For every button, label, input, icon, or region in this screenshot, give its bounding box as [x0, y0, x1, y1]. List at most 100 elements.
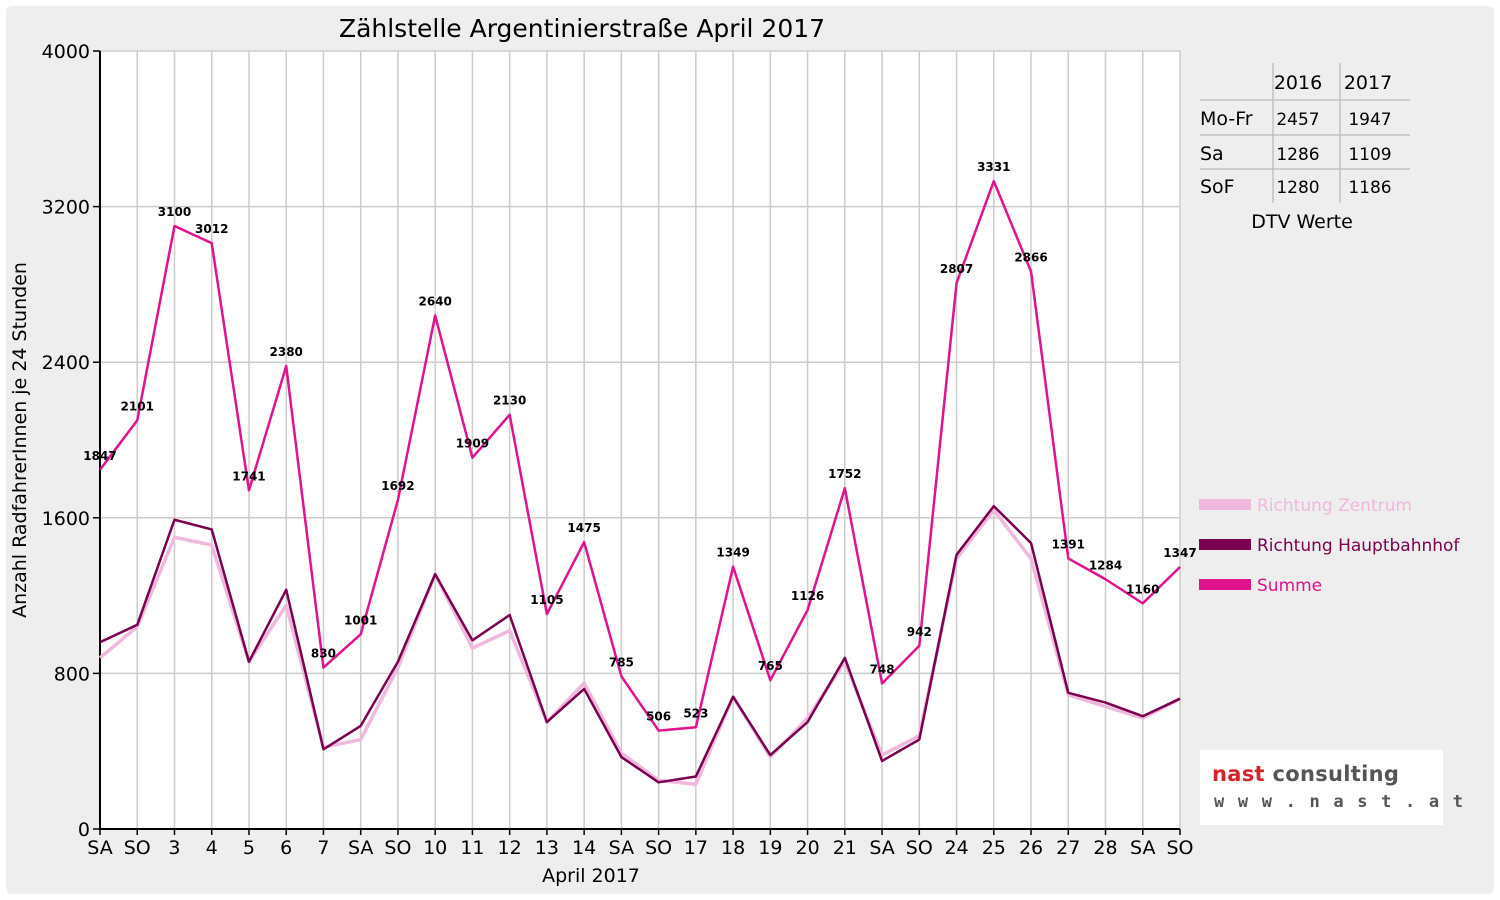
legend-swatch: [1199, 579, 1251, 590]
data-label: 1284: [1089, 558, 1122, 572]
x-tick-label: 4: [206, 837, 218, 859]
data-label: 1001: [344, 613, 377, 627]
data-label: 1741: [232, 469, 265, 483]
x-tick-label: 28: [1093, 837, 1117, 859]
x-tick-label: 21: [833, 837, 857, 859]
data-labels: 1847 2101 3100 3012 1741 2380 830 1001 1692 2640 1…: [83, 160, 1196, 723]
x-tick-label: SO: [645, 837, 672, 859]
x-tick-label: 13: [535, 837, 559, 859]
data-label: 2640: [418, 295, 451, 309]
y-axis-label: Anzahl RadfahrerInnen je 24 Stunden: [9, 262, 31, 618]
data-label: 1847: [83, 449, 116, 463]
legend-swatch: [1199, 539, 1251, 550]
x-tick-label: SO: [1166, 837, 1193, 859]
data-label: 1475: [567, 521, 600, 535]
legend-swatch: [1199, 499, 1251, 510]
data-label: 1347: [1163, 546, 1196, 560]
y-tick-labels: 0 800 1600 2400 3200 4000: [42, 41, 90, 841]
series-line-hauptbahnhof: [99, 504, 1181, 784]
plot-area: [100, 51, 1180, 829]
legend-label: Richtung Zentrum: [1257, 496, 1412, 516]
x-tick-labels: SA SO 3 4 5 6 7 SA SO 10 11 12 13 14 SA SO 17 18 19 20 21 SA S…: [87, 837, 1193, 859]
data-label: 2380: [270, 345, 303, 359]
x-tick-label: 26: [1019, 837, 1043, 859]
data-label: 1909: [456, 437, 489, 451]
data-label: 1105: [530, 593, 563, 607]
table-cell: 1186: [1348, 178, 1391, 198]
x-tick-label: SA: [609, 837, 634, 859]
x-tick-label: SO: [384, 837, 411, 859]
logo-brand: nast: [1212, 762, 1265, 786]
x-tick-label: 11: [460, 837, 484, 859]
x-tick-label: SA: [348, 837, 373, 859]
legend-label: Richtung Hauptbahnhof: [1257, 536, 1460, 556]
x-tick-label: SO: [906, 837, 933, 859]
x-tick-label: 10: [423, 837, 447, 859]
logo-wordmark: nast consulting: [1212, 762, 1399, 786]
y-tick-label: 0: [78, 819, 90, 841]
x-tick-label: 20: [795, 837, 819, 859]
data-label: 785: [609, 655, 634, 669]
data-label: 765: [758, 659, 783, 673]
table-cell: 1280: [1276, 178, 1319, 198]
data-label: 1692: [381, 479, 414, 493]
logo-word: consulting: [1272, 762, 1400, 786]
x-tick-label: 17: [684, 837, 708, 859]
data-label: 3100: [158, 205, 191, 219]
data-label: 1349: [716, 546, 749, 560]
table-header: 2016: [1274, 72, 1322, 94]
legend: Richtung Zentrum Richtung Hauptbahnhof Sum…: [1199, 496, 1460, 596]
x-tick-label: 19: [758, 837, 782, 859]
axes: [93, 50, 1181, 835]
dtv-table: 2016 2017 Mo-Fr 2457 1947 Sa 1286 1109 SoF 1280 11…: [1200, 63, 1410, 233]
data-label: 1752: [828, 467, 861, 481]
table-caption: DTV Werte: [1251, 211, 1353, 233]
data-label: 748: [870, 663, 895, 677]
x-tick-label: 3: [168, 837, 180, 859]
logo-url: w w w . n a s t . a t: [1214, 792, 1465, 812]
x-tick-label: SA: [87, 837, 112, 859]
table-row-label: SoF: [1200, 176, 1235, 198]
x-tick-label: 12: [498, 837, 522, 859]
table-cell: 2457: [1276, 110, 1319, 130]
table-row-label: Sa: [1200, 143, 1224, 165]
data-label: 830: [311, 647, 336, 661]
table-header: 2017: [1344, 72, 1392, 94]
table-cell: 1947: [1348, 110, 1391, 130]
legend-label: Summe: [1257, 576, 1322, 596]
series-line-summe: [99, 179, 1181, 732]
y-tick-label: 1600: [42, 508, 90, 530]
chart-title: Zählstelle Argentinierstraße April 2017: [339, 14, 825, 43]
series-line-zentrum: [98, 508, 1181, 787]
nast-consulting-logo: nast consulting w w w . n a s t . a t: [1200, 750, 1463, 825]
data-label: 506: [646, 710, 671, 724]
data-label: 3012: [195, 222, 228, 236]
data-label: 2807: [940, 262, 973, 276]
x-tick-label: SO: [124, 837, 151, 859]
x-tick-label: 14: [572, 837, 596, 859]
data-label: 2101: [121, 399, 154, 413]
data-label: 1160: [1126, 582, 1159, 596]
y-tick-label: 4000: [42, 41, 90, 63]
data-label: 2866: [1014, 251, 1047, 265]
table-cell: 1286: [1276, 145, 1319, 165]
data-label: 523: [683, 706, 708, 720]
table-row-label: Mo-Fr: [1200, 108, 1253, 130]
x-tick-label: 24: [944, 837, 968, 859]
x-tick-label: 5: [243, 837, 255, 859]
y-tick-label: 800: [54, 663, 90, 685]
x-tick-label: SA: [869, 837, 894, 859]
x-tick-label: 27: [1056, 837, 1080, 859]
data-label: 1391: [1052, 537, 1085, 551]
y-tick-label: 2400: [42, 352, 90, 374]
table-cell: 1109: [1348, 145, 1391, 165]
x-tick-label: 18: [721, 837, 745, 859]
y-tick-label: 3200: [42, 197, 90, 219]
x-tick-label: SA: [1130, 837, 1155, 859]
x-tick-label: 7: [317, 837, 329, 859]
x-tick-label: 6: [280, 837, 292, 859]
data-label: 3331: [977, 160, 1010, 174]
data-label: 942: [907, 625, 932, 639]
data-label: 2130: [493, 394, 526, 408]
